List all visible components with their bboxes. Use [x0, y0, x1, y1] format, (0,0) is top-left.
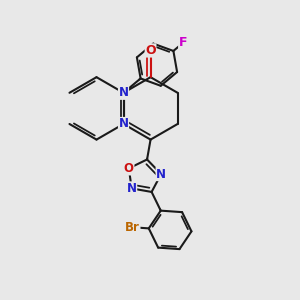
Text: N: N — [118, 118, 128, 130]
Text: Br: Br — [125, 221, 140, 234]
Text: O: O — [124, 162, 134, 175]
Text: N: N — [127, 182, 137, 195]
Text: N: N — [156, 167, 166, 181]
Text: N: N — [118, 86, 128, 99]
Text: O: O — [145, 44, 156, 57]
Text: F: F — [179, 36, 187, 50]
